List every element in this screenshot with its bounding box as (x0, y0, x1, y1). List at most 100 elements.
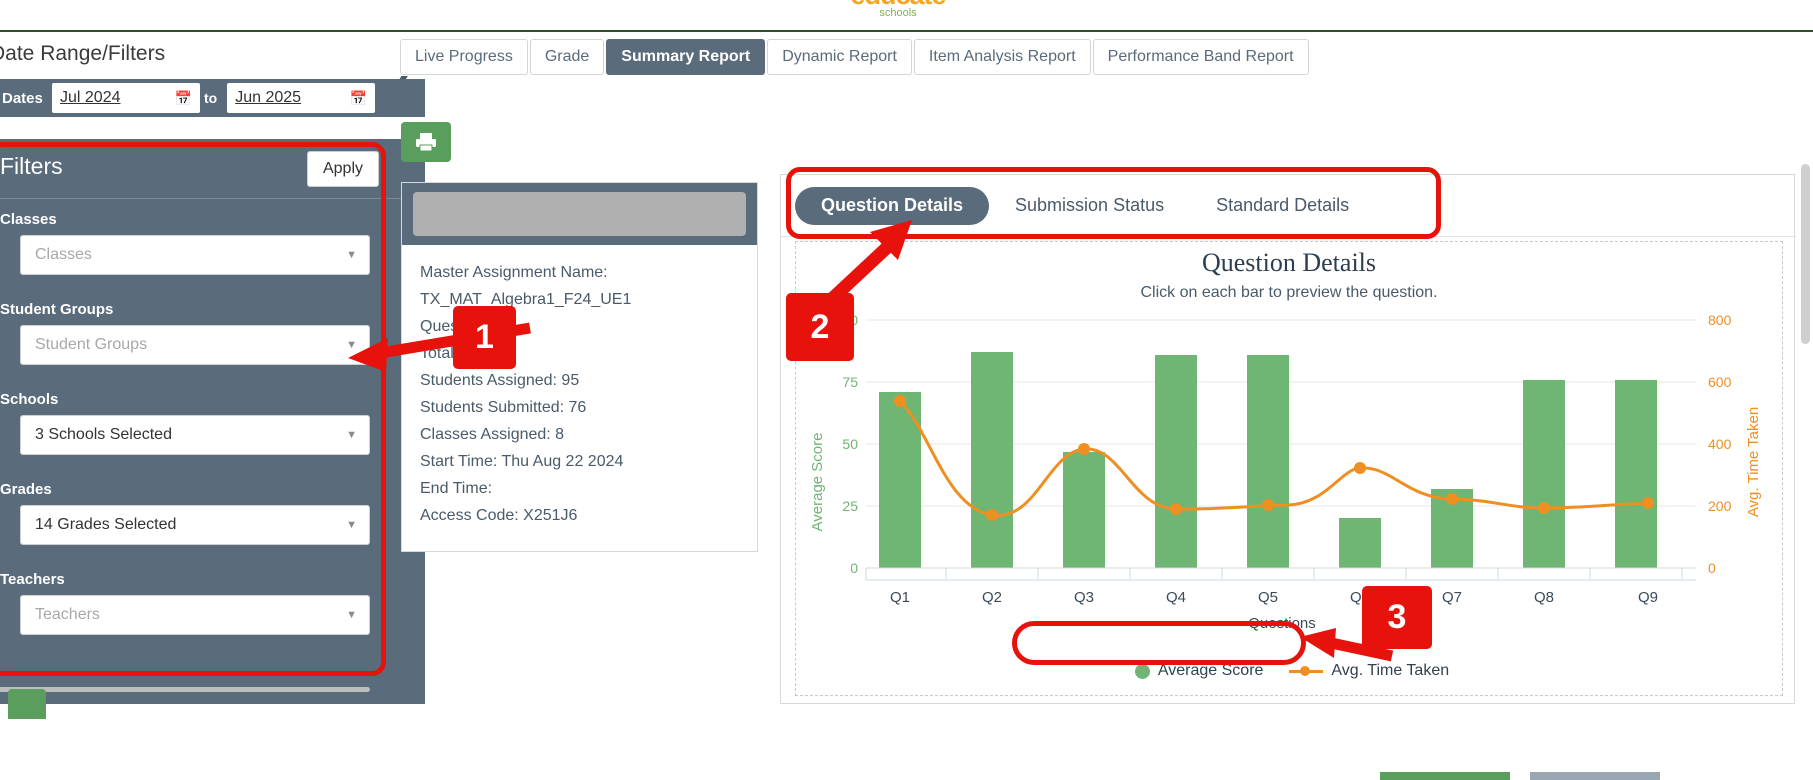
legend-item-avg-time-taken[interactable]: Avg. Time Taken (1289, 662, 1449, 680)
bottom-green-button[interactable] (1380, 772, 1510, 780)
legend-label-avg-time-taken: Avg. Time Taken (1331, 662, 1450, 679)
date-to-label: to (204, 90, 218, 106)
filter-label-grades: Grades (0, 481, 52, 498)
y2-tick-200: 200 (1708, 498, 1732, 514)
student-groups-select[interactable]: Student Groups ▼ (20, 325, 370, 365)
filter-group-classes: Classes Classes ▼ (0, 211, 370, 275)
legend-item-average-score[interactable]: Average Score (1134, 662, 1264, 680)
tab-grade[interactable]: Grade (529, 39, 605, 75)
chart-tab-question-details[interactable]: Question Details (795, 186, 990, 225)
calendar-icon[interactable]: 📅 (349, 89, 368, 106)
point-q6[interactable] (1354, 462, 1366, 474)
sidebar-scrollbar[interactable] (0, 687, 370, 692)
bar-q9[interactable] (1615, 380, 1657, 568)
calendar-icon[interactable]: 📅 (174, 89, 192, 106)
x-tick-q9: Q9 (1638, 589, 1658, 606)
summary-card-body: Master Assignment Name: TX_MAT_Algebra1_… (402, 245, 757, 529)
bar-q8[interactable] (1523, 380, 1565, 568)
summary-line-master-assignment-label: Master Assignment Name: (420, 264, 608, 281)
point-q4[interactable] (1170, 503, 1182, 515)
point-q2[interactable] (986, 509, 998, 521)
chevron-down-icon: ▼ (346, 429, 357, 441)
chart-area: Question Details Click on each bar to pr… (795, 241, 1783, 696)
summary-line-students-submitted: Students Submitted: 76 (420, 399, 587, 416)
bar-q6[interactable] (1339, 518, 1381, 568)
legend-label-average-score: Average Score (1157, 662, 1264, 679)
annotation-arrow-3 (1300, 628, 1394, 662)
x-tick-q8: Q8 (1534, 589, 1554, 606)
x-tick-q7: Q7 (1442, 589, 1462, 606)
chevron-down-icon: ▼ (346, 519, 357, 531)
page-scrollbar-thumb[interactable] (1801, 164, 1810, 344)
point-q1[interactable] (894, 395, 906, 407)
apply-button[interactable]: Apply (307, 151, 379, 187)
classes-select[interactable]: Classes ▼ (20, 235, 370, 275)
filter-group-schools: Schools 3 Schools Selected ▼ (0, 391, 370, 455)
y2-axis-label: Avg. Time Taken (1745, 407, 1762, 517)
filter-group-grades: Grades 14 Grades Selected ▼ (0, 481, 370, 545)
y-tick-75: 75 (842, 374, 858, 390)
annotation-arrow-2 (815, 220, 912, 315)
y2-tick-0: 0 (1708, 560, 1716, 576)
y-tick-50: 50 (842, 436, 858, 452)
tab-summary-report[interactable]: Summary Report (606, 39, 766, 75)
bar-q4[interactable] (1155, 355, 1197, 568)
summary-line-access-code: Access Code: X251J6 (420, 507, 578, 524)
sidebar-bottom-button[interactable] (8, 689, 46, 719)
point-q5[interactable] (1262, 499, 1274, 511)
annotation-arrow-1 (348, 322, 531, 372)
point-q8[interactable] (1538, 502, 1550, 514)
tab-live-progress[interactable]: Live Progress (400, 39, 528, 75)
tab-dynamic-report[interactable]: Dynamic Report (767, 39, 912, 75)
x-tick-q5: Q5 (1258, 589, 1278, 606)
filter-label-schools: Schools (0, 391, 59, 408)
date-from-value: Jul 2024 (60, 89, 121, 106)
y-tick-25: 25 (842, 498, 858, 514)
date-to-input[interactable]: Jun 2025 📅 (227, 83, 376, 113)
teachers-select[interactable]: Teachers ▼ (20, 595, 370, 635)
filters-header: Filters Apply (0, 139, 425, 199)
teachers-select-value: Teachers (35, 606, 100, 623)
printer-icon (416, 133, 436, 152)
bottom-grey-button[interactable] (1530, 772, 1660, 780)
tab-performance-band-report[interactable]: Performance Band Report (1092, 39, 1309, 75)
filters-sidebar: Date Range/Filters ❮ Dates Jul 2024 📅 to… (0, 34, 426, 780)
filters-title: Filters (0, 153, 63, 179)
point-q9[interactable] (1642, 497, 1654, 509)
date-to-value: Jun 2025 (235, 89, 302, 106)
point-q3[interactable] (1078, 443, 1090, 455)
bar-q5[interactable] (1247, 355, 1289, 568)
chart-tab-standard-details[interactable]: Standard Details (1216, 195, 1350, 215)
sidebar-title: Date Range/Filters (0, 42, 166, 65)
app-logo: educate schools (838, 0, 958, 19)
grades-select[interactable]: 14 Grades Selected ▼ (20, 505, 370, 545)
print-button[interactable] (401, 122, 451, 162)
chevron-down-icon: ▼ (346, 339, 357, 351)
bar-q2[interactable] (971, 352, 1013, 568)
y2-tick-800: 800 (1708, 312, 1732, 328)
brand-wordmark: educate (838, 0, 958, 9)
x-axis-ticks (865, 568, 1696, 581)
question-details-chart[interactable]: 100 75 50 25 0 Average Score 800 600 400… (796, 312, 1784, 632)
brand-header: educate schools (0, 0, 1813, 32)
bar-q3[interactable] (1063, 452, 1105, 568)
schools-select-value: 3 Schools Selected (35, 426, 172, 443)
avg-time-points (894, 395, 1654, 521)
chart-tab-submission-status[interactable]: Submission Status (1015, 195, 1165, 215)
summary-line-classes-assigned: Classes Assigned: 8 (420, 426, 565, 443)
summary-line-master-assignment-name: TX_MAT_Algebra1_F24_UE1 (420, 291, 632, 308)
filter-label-student-groups: Student Groups (0, 301, 114, 318)
filter-group-student-groups: Student Groups Student Groups ▼ (0, 301, 370, 365)
point-q7[interactable] (1446, 493, 1458, 505)
chevron-down-icon: ▼ (346, 609, 357, 621)
date-from-input[interactable]: Jul 2024 📅 (52, 83, 200, 113)
x-tick-q4: Q4 (1166, 589, 1186, 606)
chevron-down-icon: ▼ (346, 249, 357, 261)
dates-label: Dates (2, 89, 43, 107)
y2-tick-600: 600 (1708, 374, 1732, 390)
page-scrollbar[interactable] (1797, 34, 1813, 780)
avg-time-line (898, 399, 1649, 517)
schools-select[interactable]: 3 Schools Selected ▼ (20, 415, 370, 455)
tab-item-analysis-report[interactable]: Item Analysis Report (913, 39, 1091, 75)
